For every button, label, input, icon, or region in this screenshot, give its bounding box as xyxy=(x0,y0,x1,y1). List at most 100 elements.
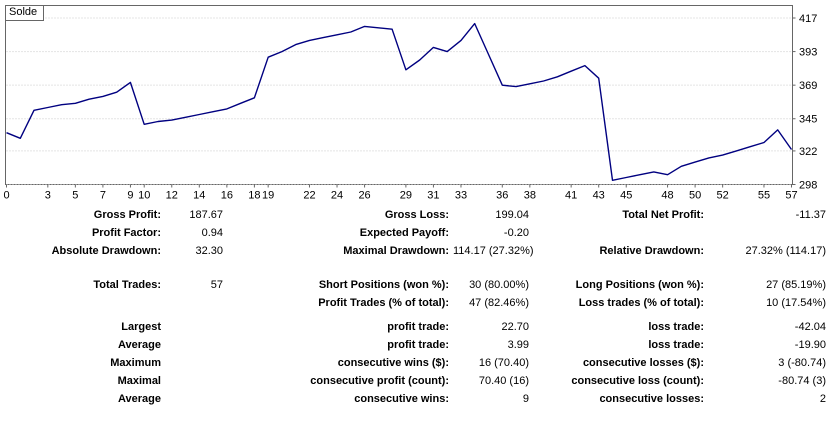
x-axis-label: 48 xyxy=(661,190,673,202)
stat-label: Maximum xyxy=(110,357,161,369)
x-axis-label: 10 xyxy=(138,190,150,202)
x-axis-label: 33 xyxy=(455,190,467,202)
x-axis-label: 43 xyxy=(593,190,605,202)
x-axis-label: 18 xyxy=(248,190,260,202)
stat-value: 2 xyxy=(819,393,826,405)
stat-label xyxy=(0,294,165,312)
stat-label: Short Positions (won %): xyxy=(318,279,449,291)
x-axis-label: 38 xyxy=(524,190,536,202)
stats-row: Profit Trades (% of total): 47 (82.46%) Lo… xyxy=(0,294,838,312)
stats-spacer xyxy=(0,260,838,276)
x-axis-label: 55 xyxy=(758,190,770,202)
x-axis-label: 12 xyxy=(166,190,178,202)
stat-value xyxy=(165,390,235,408)
stats-row: Maximal consecutive profit (count): 70.40 … xyxy=(0,372,838,390)
stat-value: 70.40 (16) xyxy=(478,375,529,387)
stat-label: Average xyxy=(117,339,161,351)
x-axis-label: 24 xyxy=(331,190,343,202)
x-axis-label: 14 xyxy=(193,190,205,202)
balance-line xyxy=(6,22,793,182)
stat-value xyxy=(165,372,235,390)
stats-row: Largest profit trade: 22.70 loss trade: -42.… xyxy=(0,318,838,336)
stats-row: Profit Factor: 0.94 Expected Payoff: -0.20 xyxy=(0,224,838,242)
y-axis-label: 345 xyxy=(799,114,817,126)
stat-label: Total Trades: xyxy=(93,279,161,291)
x-axis-label: 31 xyxy=(427,190,439,202)
stats-row: Absolute Drawdown: 32.30 Maximal Drawdown:… xyxy=(0,242,838,260)
y-axis-label: 393 xyxy=(799,47,817,59)
stat-label: Gross Profit: xyxy=(93,209,161,221)
stat-label: consecutive profit (count): xyxy=(310,375,449,387)
stat-label: Gross Loss: xyxy=(384,209,449,221)
stat-value: 30 (80.00%) xyxy=(469,279,529,291)
stats-row: Maximum consecutive wins ($): 16 (70.40) co… xyxy=(0,354,838,372)
stat-label: Largest xyxy=(121,321,161,333)
stat-value: -11.37 xyxy=(795,209,826,221)
x-axis-label: 9 xyxy=(127,190,133,202)
x-axis-label: 52 xyxy=(717,190,729,202)
stat-label: profit trade: xyxy=(387,339,449,351)
x-axis-label: 22 xyxy=(303,190,315,202)
stat-label: Total Net Profit: xyxy=(622,209,704,221)
stat-value xyxy=(165,354,235,372)
stat-label: consecutive wins ($): xyxy=(337,357,449,369)
chart-frame xyxy=(5,5,793,185)
stat-label: Profit Trades (% of total): xyxy=(318,297,449,309)
stat-value xyxy=(165,294,235,312)
stat-value: 0.94 xyxy=(201,227,223,239)
stat-label: Long Positions (won %): xyxy=(575,279,704,291)
x-axis-label: 26 xyxy=(358,190,370,202)
stat-value: 187.67 xyxy=(189,209,223,221)
stat-label: profit trade: xyxy=(387,321,449,333)
stat-value xyxy=(708,224,838,242)
stat-value: 57 xyxy=(210,279,223,291)
stat-value: 3 (-80.74) xyxy=(778,357,826,369)
stat-value: 27.32% (114.17) xyxy=(745,245,826,257)
stat-value xyxy=(165,336,235,354)
stat-label: loss trade: xyxy=(648,339,704,351)
stat-label: Relative Drawdown: xyxy=(599,245,704,257)
x-axis-label: 50 xyxy=(689,190,701,202)
stat-value: 9 xyxy=(522,393,529,405)
x-axis-label: 5 xyxy=(72,190,78,202)
x-axis-label: 29 xyxy=(400,190,412,202)
x-axis-label: 41 xyxy=(565,190,577,202)
stat-label xyxy=(541,224,708,242)
stat-value: 27 (85.19%) xyxy=(766,279,826,291)
stat-label: consecutive loss (count): xyxy=(571,375,704,387)
stats-row: Total Trades: 57 Short Positions (won %): 3… xyxy=(0,276,838,294)
y-axis-label: 417 xyxy=(799,13,817,25)
stat-label: Loss trades (% of total): xyxy=(578,297,704,309)
y-axis-label: 298 xyxy=(799,180,817,192)
x-axis-label: 7 xyxy=(100,190,106,202)
stat-label: Maximal xyxy=(117,375,161,387)
stat-label: consecutive losses ($): xyxy=(582,357,704,369)
stat-label: consecutive wins: xyxy=(354,393,449,405)
stat-value: 3.99 xyxy=(507,339,529,351)
x-axis-label: 0 xyxy=(3,190,9,202)
stats-row: Gross Profit: 187.67 Gross Loss: 199.04 Tota… xyxy=(0,206,838,224)
stat-value: 10 (17.54%) xyxy=(766,297,826,309)
x-axis-label: 57 xyxy=(785,190,797,202)
x-axis-label: 3 xyxy=(45,190,51,202)
stat-value: 22.70 xyxy=(501,321,529,333)
y-axis-label: 322 xyxy=(799,146,817,158)
stat-value: 114.17 (27.32%) xyxy=(453,245,534,257)
stat-value: 199.04 xyxy=(495,209,529,221)
y-axis-label: 369 xyxy=(799,80,817,92)
stat-value xyxy=(165,318,235,336)
stat-label: Maximal Drawdown: xyxy=(343,245,449,257)
stat-value: 16 (70.40) xyxy=(478,357,529,369)
stat-value: -0.20 xyxy=(503,227,529,239)
stat-label: Expected Payoff: xyxy=(359,227,449,239)
x-axis-label: 16 xyxy=(221,190,233,202)
stat-value: 32.30 xyxy=(195,245,223,257)
stats-table: Gross Profit: 187.67 Gross Loss: 199.04 Tota… xyxy=(0,206,838,408)
stat-label: loss trade: xyxy=(648,321,704,333)
stat-label: Profit Factor: xyxy=(91,227,161,239)
stat-value: -19.90 xyxy=(794,339,826,351)
stat-value: -42.04 xyxy=(794,321,826,333)
chart-title-badge: Solde xyxy=(5,5,45,21)
